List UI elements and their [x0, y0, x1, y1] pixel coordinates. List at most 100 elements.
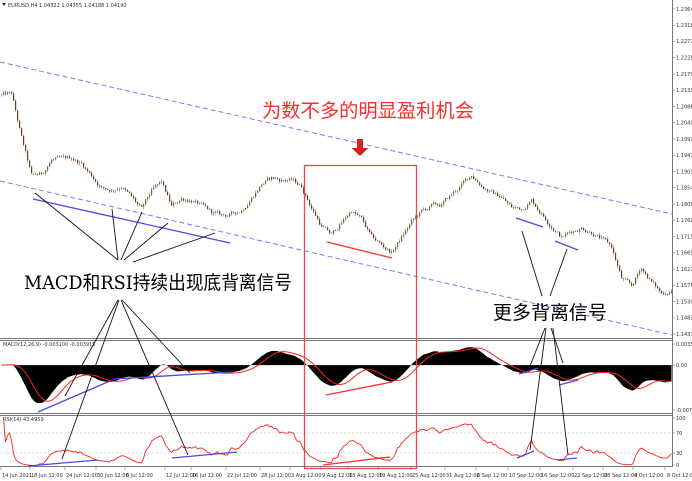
pointer-line[interactable] — [549, 248, 568, 297]
candle-body — [283, 180, 285, 181]
candle-body — [547, 220, 549, 224]
candle-body — [199, 203, 201, 204]
macd-divergence-line[interactable] — [558, 379, 579, 386]
pointer-line[interactable] — [132, 232, 216, 263]
time-tick-label: 8 Oct 12:00 — [667, 473, 692, 479]
candle-body — [529, 201, 531, 205]
highlight-box[interactable] — [303, 164, 418, 470]
rsi-divergence-line[interactable] — [556, 457, 578, 461]
pointer-line[interactable] — [552, 327, 569, 456]
price-tick-label: 1.22255 — [676, 56, 692, 62]
pointer-line[interactable] — [527, 327, 546, 372]
candle-body — [257, 190, 259, 193]
candle-body — [569, 231, 571, 233]
price-divergence-line-red[interactable] — [326, 241, 393, 259]
candle-body — [289, 178, 291, 181]
candle-body — [489, 190, 491, 192]
channel-lower-line[interactable] — [0, 180, 673, 336]
candle-body — [75, 159, 77, 161]
candle-body — [85, 167, 87, 169]
candle-body — [45, 170, 47, 174]
candle-body — [607, 239, 609, 243]
candle-body — [293, 178, 295, 180]
channel-upper-line[interactable] — [0, 61, 673, 215]
candle-body — [249, 202, 251, 206]
pointer-line[interactable] — [61, 299, 120, 460]
candle-body — [267, 177, 269, 181]
macd-divergence-line[interactable] — [112, 371, 234, 380]
candle-body — [661, 291, 663, 294]
candle-body — [605, 237, 607, 240]
candle-body — [5, 92, 7, 95]
pointer-lines[interactable] — [34, 192, 569, 460]
price-tick-label: 1.22720 — [676, 39, 692, 45]
macd-signal-line — [1, 347, 672, 402]
time-tick-label: 16 Jul 12:00 — [192, 473, 222, 479]
candle-body — [383, 244, 385, 248]
top-annotation: 为数不多的明显盈利机会 — [262, 100, 474, 122]
candle-body — [475, 178, 477, 181]
pointer-line[interactable] — [121, 299, 191, 374]
pointer-line[interactable] — [111, 208, 119, 261]
candle-body — [231, 211, 233, 214]
dropdown-triangle-icon[interactable] — [2, 3, 6, 6]
time-tick-label: 6 Jul 12:00 — [126, 473, 153, 479]
candle-body — [277, 178, 279, 179]
candle-body — [427, 209, 429, 211]
rsi-divergence-line[interactable] — [516, 450, 535, 459]
price-divergence-line-left[interactable] — [32, 198, 231, 244]
candle-body — [99, 185, 101, 187]
price-divergence-line[interactable] — [515, 217, 544, 228]
candle-body — [155, 185, 157, 188]
pointer-line[interactable] — [521, 230, 543, 297]
candle-body — [439, 205, 441, 207]
candle-body — [147, 197, 149, 200]
price-divergence-line[interactable] — [554, 240, 579, 251]
candle-body — [315, 211, 317, 216]
candle-body — [401, 236, 403, 242]
candle-body — [575, 231, 577, 232]
candle-body — [299, 184, 301, 186]
candle-body — [465, 178, 467, 181]
rsi-divergence-line[interactable] — [27, 459, 99, 467]
candle-body — [443, 201, 445, 205]
candle-body — [335, 230, 337, 231]
pointer-line[interactable] — [34, 192, 119, 261]
candle-body — [223, 214, 225, 216]
candle-body — [627, 279, 629, 281]
candle-body — [391, 251, 393, 253]
pointer-line[interactable] — [550, 327, 564, 364]
candle-body — [545, 216, 547, 221]
pointer-line[interactable] — [64, 299, 119, 397]
macd-tick-label: -0.007108 — [676, 408, 692, 414]
trend-channel[interactable] — [0, 61, 673, 336]
candle-body — [353, 212, 355, 213]
rsi-divergence-line-red[interactable] — [322, 456, 391, 466]
candle-body — [243, 209, 245, 211]
candle-body — [447, 198, 449, 199]
rsi-divergence-line[interactable] — [171, 451, 238, 459]
rsi-axis: 100 70 30 0 — [672, 416, 686, 469]
candle-body — [203, 202, 205, 205]
candle-body — [485, 189, 487, 190]
candle-body — [253, 197, 255, 198]
time-tick-label: 16 Sep 12:00 — [541, 473, 574, 479]
macd-divergence-line[interactable] — [37, 380, 111, 413]
candle-body — [379, 241, 381, 243]
pointer-line[interactable] — [123, 222, 169, 261]
candle-body — [11, 91, 13, 94]
candle-body — [275, 178, 277, 179]
candle-body — [183, 198, 185, 201]
candle-body — [417, 216, 419, 217]
macd-divergence-line-red[interactable] — [325, 381, 393, 396]
candle-body — [73, 158, 75, 161]
pointer-line[interactable] — [120, 211, 143, 261]
macd-divergence-line[interactable] — [518, 367, 539, 375]
pointer-line[interactable] — [529, 327, 547, 451]
pointer-line[interactable] — [120, 299, 189, 456]
candle-body — [535, 203, 537, 207]
divergence-lines[interactable] — [27, 198, 579, 467]
candle-body — [459, 187, 461, 191]
candle-body — [35, 173, 37, 175]
